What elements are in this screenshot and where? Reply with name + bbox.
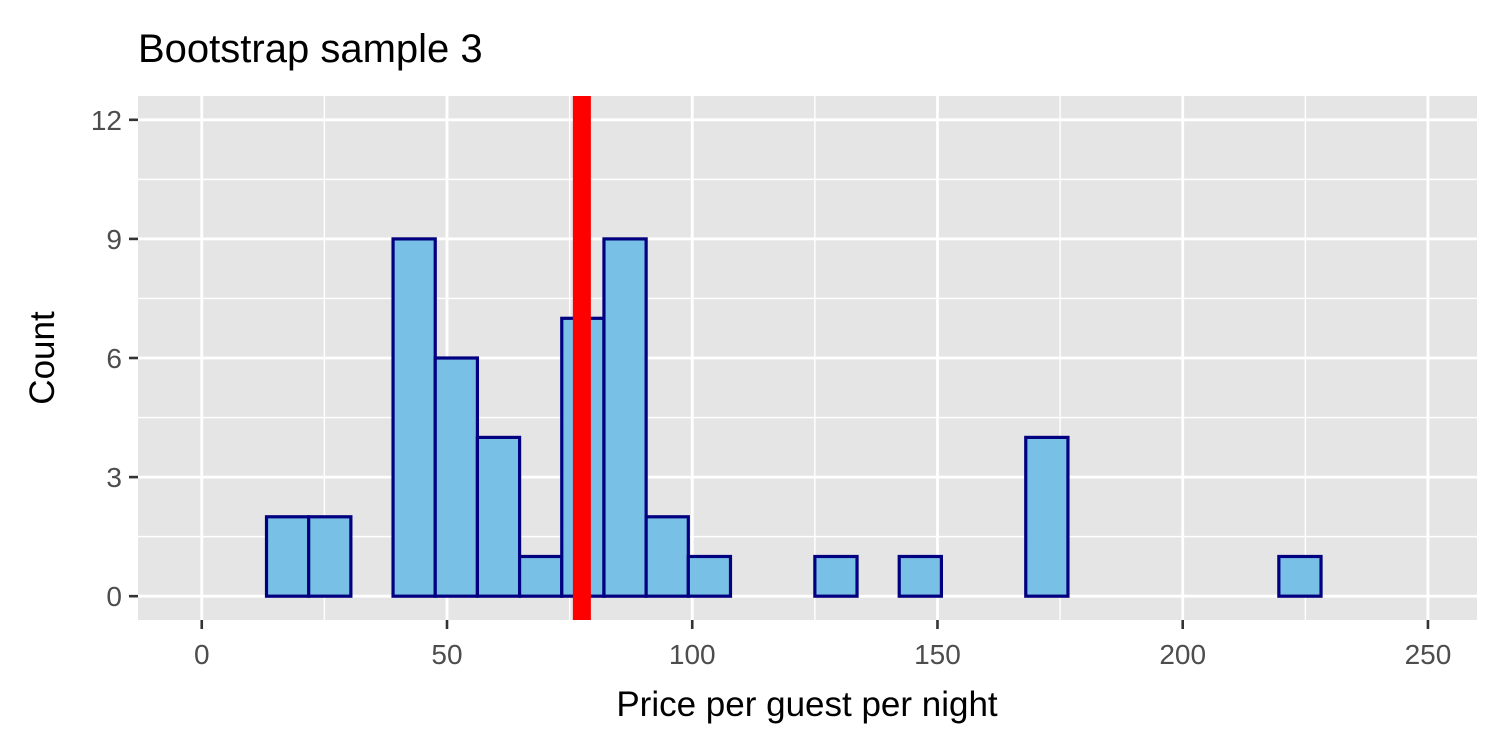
y-tick-label: 3: [106, 462, 122, 493]
histogram-bar: [391, 237, 437, 598]
histogram-bar: [897, 554, 944, 598]
histogram-bar: [475, 435, 522, 598]
axis-ticks: 0 50 100 150 200 250 0 3 6 9 12: [91, 105, 1451, 670]
x-tick-label: 200: [1159, 639, 1206, 670]
x-tick-label: 150: [914, 639, 961, 670]
y-tick-label: 0: [106, 581, 122, 612]
histogram-bar: [307, 515, 353, 598]
y-tick-label: 6: [106, 343, 122, 374]
histogram-bar: [1277, 554, 1323, 598]
y-tick-label: 12: [91, 105, 122, 136]
chart-title: Bootstrap sample 3: [138, 27, 483, 71]
histogram-bar: [813, 554, 859, 598]
y-axis-title: Count: [23, 311, 62, 405]
y-tick-label: 9: [106, 224, 122, 255]
x-tick-label: 0: [194, 639, 210, 670]
x-axis-title: Price per guest per night: [616, 685, 998, 724]
histogram-bar: [602, 237, 648, 598]
histogram-bar: [264, 515, 311, 598]
histogram-bar: [517, 554, 564, 598]
x-tick-label: 250: [1405, 639, 1452, 670]
histogram-bar: [686, 554, 733, 598]
x-tick-label: 50: [431, 639, 462, 670]
x-tick-label: 100: [669, 639, 716, 670]
histogram-bar: [644, 515, 690, 598]
histogram-bar: [1024, 435, 1070, 598]
histogram-bar: [433, 356, 480, 598]
